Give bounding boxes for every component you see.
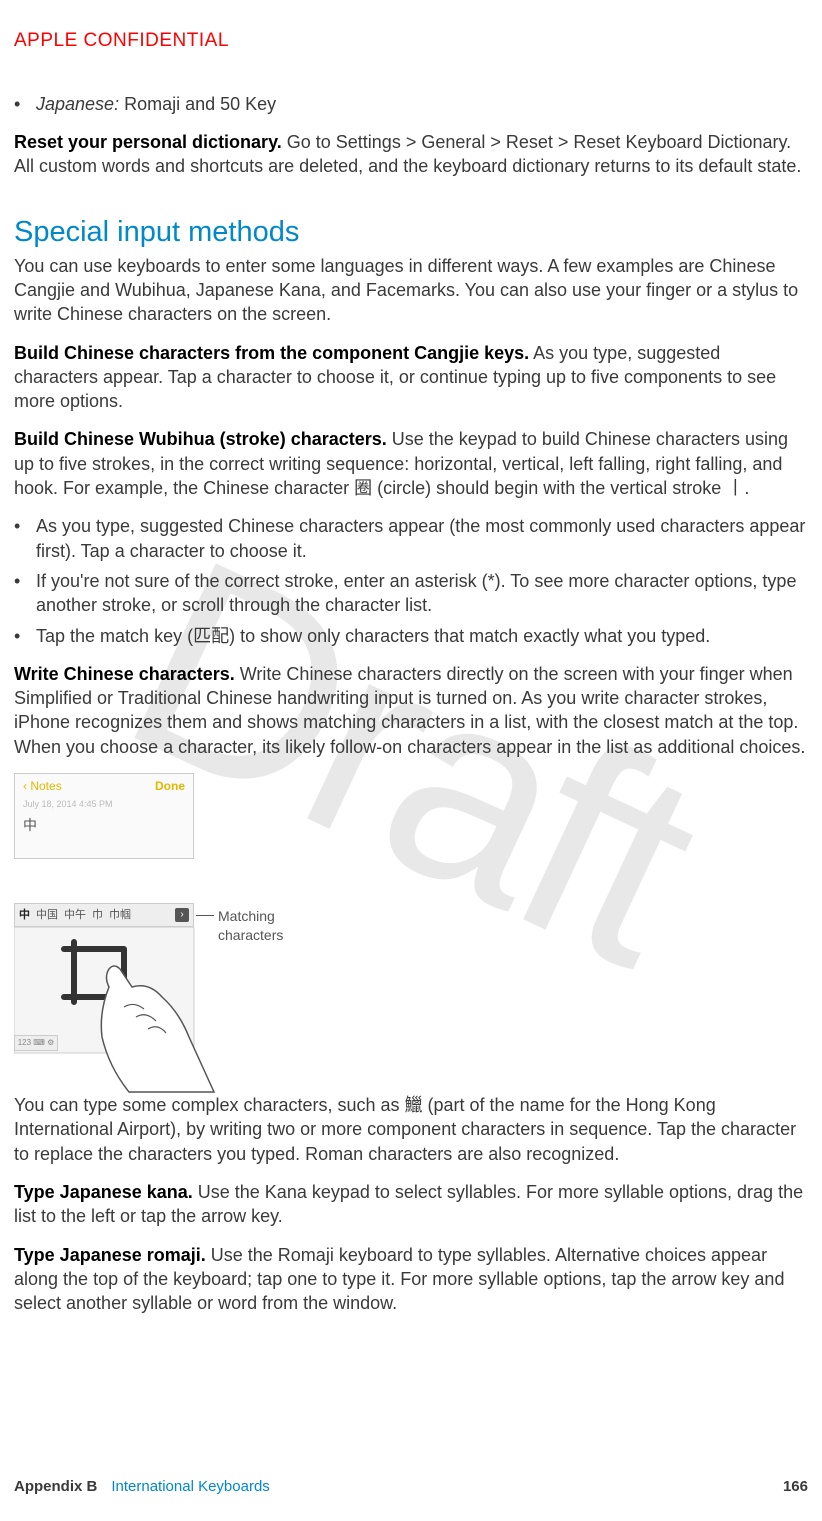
notes-back: ‹ Notes: [23, 778, 62, 794]
bullet-dot: •: [14, 514, 36, 563]
write-bold: Write Chinese characters.: [14, 664, 235, 684]
handwriting-figure: ‹ Notes Done July 18, 2014 4:45 PM 中 中 中…: [14, 773, 314, 1083]
complex-paragraph: You can type some complex characters, su…: [14, 1093, 808, 1166]
romaji-bold: Type Japanese romaji.: [14, 1245, 206, 1265]
arrow-icon: ›: [175, 908, 189, 922]
wubihua-bullet-1: • As you type, suggested Chinese charact…: [14, 514, 808, 563]
match-char-3: 巾: [92, 908, 103, 923]
wubihua-bold: Build Chinese Wubihua (stroke) character…: [14, 429, 387, 449]
kana-paragraph: Type Japanese kana. Use the Kana keypad …: [14, 1180, 808, 1229]
write-paragraph: Write Chinese characters. Write Chinese …: [14, 662, 808, 759]
romaji-paragraph: Type Japanese romaji. Use the Romaji key…: [14, 1243, 808, 1316]
typed-char: 中: [15, 810, 193, 841]
reset-paragraph: Reset your personal dictionary. Go to Se…: [14, 130, 808, 179]
bullet-text: Tap the match key (匹配) to show only char…: [36, 624, 808, 648]
notes-label: Notes: [30, 779, 61, 793]
page-footer: Appendix B International Keyboards 166: [14, 1477, 808, 1497]
wubihua-bullet-2: • If you're not sure of the correct stro…: [14, 569, 808, 618]
match-char-2: 中午: [64, 908, 86, 923]
kana-bold: Type Japanese kana.: [14, 1182, 193, 1202]
match-bar: 中 中国 中午 巾 巾帼 ›: [14, 903, 194, 927]
match-char-1: 中国: [36, 908, 58, 923]
intro-paragraph: You can use keyboards to enter some lang…: [14, 254, 808, 327]
japanese-bullet: • Japanese: Romaji and 50 Key: [14, 92, 808, 116]
keyboard-row: 123 ⌨ ⚙: [14, 1035, 58, 1051]
page-content: APPLE CONFIDENTIAL • Japanese: Romaji an…: [14, 28, 808, 1315]
confidential-label: APPLE CONFIDENTIAL: [14, 28, 808, 54]
phone-screen: ‹ Notes Done July 18, 2014 4:45 PM 中: [14, 773, 194, 859]
section-heading: Special input methods: [14, 213, 808, 252]
callout-line: [196, 915, 214, 916]
footer-appendix: Appendix B: [14, 1477, 97, 1497]
bullet-dot: •: [14, 569, 36, 618]
timestamp: July 18, 2014 4:45 PM: [15, 798, 193, 810]
match-char-0: 中: [19, 908, 30, 923]
reset-bold: Reset your personal dictionary.: [14, 132, 282, 152]
cangjie-paragraph: Build Chinese characters from the compon…: [14, 341, 808, 414]
bullet-text: As you type, suggested Chinese character…: [36, 514, 808, 563]
bullet-text: If you're not sure of the correct stroke…: [36, 569, 808, 618]
cangjie-bold: Build Chinese characters from the compon…: [14, 343, 529, 363]
done-label: Done: [155, 778, 185, 794]
match-char-4: 巾帼: [109, 908, 131, 923]
japanese-value-text: Romaji and 50 Key: [124, 94, 276, 114]
wubihua-bullet-3: • Tap the match key (匹配) to show only ch…: [14, 624, 808, 648]
bullet-dot: •: [14, 92, 36, 116]
wubihua-paragraph: Build Chinese Wubihua (stroke) character…: [14, 427, 808, 500]
japanese-label: Japanese:: [36, 94, 119, 114]
footer-page: 166: [783, 1477, 808, 1497]
footer-title: International Keyboards: [111, 1477, 269, 1497]
bullet-dot: •: [14, 624, 36, 648]
hand-illustration: [14, 927, 314, 1097]
